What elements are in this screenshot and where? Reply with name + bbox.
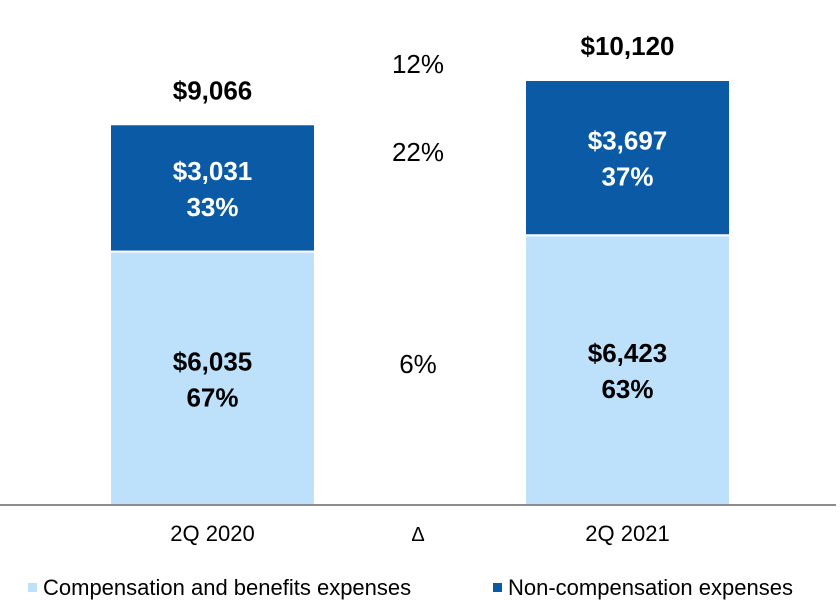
bar-noncomp-2q2020 [109, 123, 316, 253]
legend-label-noncomp: Non-compensation expenses [508, 575, 793, 600]
legend: Compensation and benefits expenses Non-c… [0, 575, 840, 605]
x-tick-2q2020: 2Q 2020 [170, 521, 254, 546]
bar-comp-2q2021 [524, 234, 731, 506]
legend-swatch-noncomp [493, 582, 502, 592]
bar-noncomp-2q2021 [524, 79, 731, 237]
legend-label-compensation: Compensation and benefits expenses [43, 575, 412, 600]
legend-swatch-compensation [28, 582, 37, 592]
pct-label-noncomp-2q2021: 37% [601, 162, 653, 192]
pct-label-comp-2q2021: 63% [601, 374, 653, 404]
pct-label-comp-2q2020: 67% [186, 382, 238, 412]
value-label-noncomp-2q2021: $3,697 [588, 126, 668, 156]
bar-comp-2q2020 [109, 250, 316, 506]
x-tick-2q2021: 2Q 2021 [585, 521, 669, 546]
delta-axis-label: Δ [411, 524, 424, 546]
value-label-comp-2q2021: $6,423 [588, 338, 668, 368]
delta-noncomp: 22% [392, 137, 444, 167]
total-label-2q2020: $9,066 [173, 75, 253, 105]
value-label-comp-2q2020: $6,035 [173, 346, 253, 376]
delta-comp: 6% [399, 349, 437, 379]
value-label-noncomp-2q2020: $3,031 [173, 156, 253, 186]
legend-item-noncomp: Non-compensation expenses [493, 575, 793, 601]
pct-label-noncomp-2q2020: 33% [186, 192, 238, 222]
total-label-2q2021: $10,120 [581, 31, 675, 61]
legend-item-compensation: Compensation and benefits expenses [28, 575, 411, 601]
delta-total: 12% [392, 49, 444, 79]
